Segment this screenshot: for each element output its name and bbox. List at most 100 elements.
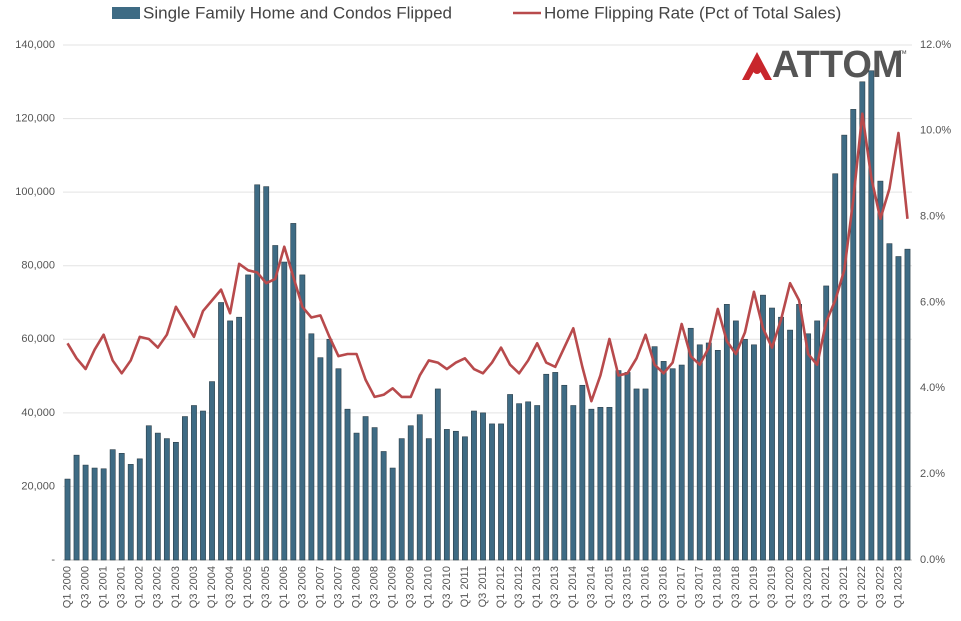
bar: [362, 416, 369, 561]
bar: [398, 438, 405, 561]
bar: [263, 186, 270, 561]
x-tick-label: Q3 2000: [79, 566, 91, 608]
bar: [91, 467, 98, 561]
y2-tick-label: 10.0%: [920, 125, 951, 137]
bar: [452, 430, 459, 561]
y-tick-label: 40,000: [21, 407, 55, 419]
bar: [335, 368, 342, 561]
x-tick-label: Q3 2012: [513, 566, 525, 608]
bar: [769, 307, 775, 561]
bar: [326, 338, 333, 561]
x-tick-label: Q1 2020: [784, 566, 796, 608]
bar: [154, 432, 161, 561]
legend-swatch: [112, 7, 140, 19]
bar: [118, 453, 125, 561]
bar: [570, 405, 577, 561]
x-tick-label: Q3 2005: [260, 566, 272, 608]
x-tick-label: Q3 2010: [441, 566, 453, 608]
logo: ATTOM ™: [742, 44, 907, 86]
legend-label: Home Flipping Rate (Pct of Total Sales): [544, 3, 841, 22]
bar: [136, 458, 143, 561]
bar: [895, 256, 902, 561]
x-tick-label: Q3 2006: [296, 566, 308, 608]
bar: [281, 261, 288, 561]
bar: [787, 329, 793, 561]
x-tick-label: Q3 2003: [188, 566, 200, 608]
bar: [200, 410, 206, 561]
bar: [344, 408, 351, 561]
y-tick-label: 20,000: [21, 480, 55, 492]
bar: [507, 394, 513, 561]
x-tick-label: Q1 2017: [676, 566, 688, 608]
bar: [642, 388, 649, 561]
x-tick-label: Q3 2021: [838, 566, 850, 608]
bar: [218, 302, 224, 561]
bar: [597, 407, 604, 561]
bar: [272, 245, 279, 561]
bar: [751, 344, 757, 561]
x-tick-label: Q3 2004: [224, 566, 236, 608]
bar: [353, 432, 360, 561]
bar: [552, 372, 559, 561]
bar: [489, 423, 495, 561]
bar: [227, 320, 233, 561]
x-tick-label: Q1 2008: [350, 566, 362, 608]
bar: [624, 372, 631, 561]
x-tick-label: Q1 2001: [98, 566, 110, 608]
x-tick-label: Q1 2021: [820, 566, 832, 608]
x-tick-label: Q1 2007: [314, 566, 326, 608]
bar: [742, 338, 748, 561]
legend-label: Single Family Home and Condos Flipped: [143, 3, 452, 22]
x-tick-label: Q1 2016: [639, 566, 651, 608]
y2-tick-label: 2.0%: [920, 468, 945, 480]
bar: [407, 425, 414, 561]
bar: [245, 274, 252, 561]
logo-icon: [753, 66, 761, 74]
bar: [82, 464, 89, 561]
bar: [687, 327, 694, 561]
x-tick-label: Q1 2004: [206, 566, 218, 608]
bar: [416, 414, 423, 561]
bar: [145, 425, 152, 561]
y-tick-label: 100,000: [15, 186, 55, 198]
bar: [760, 294, 766, 561]
bar: [796, 304, 803, 561]
bar: [127, 464, 134, 561]
bar: [299, 274, 306, 561]
x-tick-label: Q1 2013: [531, 566, 543, 608]
x-tick-label: Q1 2002: [134, 566, 146, 608]
bar: [308, 333, 315, 561]
bar: [660, 361, 667, 561]
bar: [516, 403, 523, 561]
bar: [191, 405, 197, 561]
bar: [868, 70, 875, 561]
bar: [525, 401, 532, 561]
bar: [859, 81, 866, 561]
bar: [209, 381, 215, 561]
bar: [723, 304, 730, 561]
bar: [651, 346, 658, 561]
bar: [904, 248, 911, 561]
bar: [714, 350, 721, 561]
x-tick-label: Q3 2002: [152, 566, 164, 608]
bar: [705, 342, 712, 561]
y2-tick-label: 4.0%: [920, 382, 945, 394]
bar: [832, 173, 839, 561]
y-tick-label: 140,000: [15, 39, 55, 51]
bar: [814, 320, 821, 561]
x-tick-label: Q3 2015: [621, 566, 633, 608]
bar: [561, 384, 568, 561]
x-tick-label: Q1 2011: [459, 566, 471, 607]
x-tick-label: Q3 2001: [116, 566, 128, 608]
y-tick-label: 80,000: [21, 260, 55, 272]
bar: [534, 405, 541, 561]
logo-text: ATTOM: [772, 44, 904, 86]
bar: [163, 438, 170, 561]
x-tick-label: Q1 2014: [567, 566, 579, 608]
bar: [579, 384, 586, 561]
x-tick-label: Q3 2013: [549, 566, 561, 608]
bar: [462, 436, 468, 561]
bar: [588, 408, 595, 561]
x-tick-label: Q3 2020: [802, 566, 814, 608]
